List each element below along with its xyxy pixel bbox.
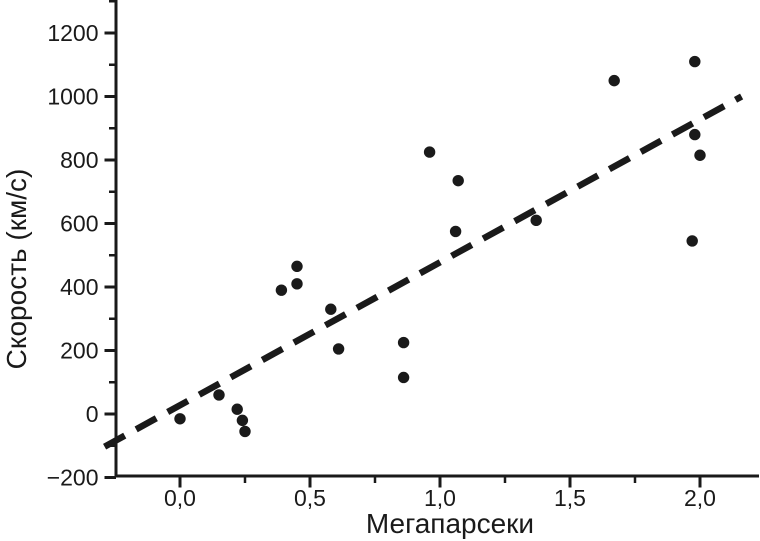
data-point [291, 278, 303, 290]
data-point [397, 336, 410, 349]
y-axis-title: Скорость (км/с) [1, 168, 32, 370]
y-tick-label: 1200 [47, 20, 98, 46]
x-tick-label: 1,5 [554, 485, 586, 511]
data-point [275, 284, 288, 296]
trend-line [103, 93, 744, 450]
data-point [449, 225, 462, 238]
x-tick-label: 2,0 [684, 485, 716, 511]
data-point [231, 403, 243, 415]
data-point [530, 214, 542, 227]
data-point [174, 413, 186, 425]
x-tick-label: 0,0 [164, 485, 196, 511]
data-point [325, 303, 337, 315]
data-point [686, 235, 698, 247]
data-point [608, 74, 620, 87]
y-tick-label: −200 [47, 465, 99, 491]
y-tick-label: 400 [60, 274, 98, 300]
y-tick-label: 0 [86, 401, 99, 427]
data-point [689, 55, 701, 68]
x-tick-label: 1,0 [424, 485, 456, 511]
data-point [239, 425, 251, 438]
data-point [423, 146, 436, 158]
y-tick-label: 200 [60, 338, 98, 364]
data-point [689, 128, 701, 141]
data-point [236, 414, 249, 427]
y-tick-label: 600 [60, 211, 98, 237]
data-point [291, 260, 303, 273]
data-point [452, 174, 464, 187]
x-axis-title: Мегапарсеки [365, 508, 535, 539]
data-point [213, 389, 225, 401]
data-point [332, 343, 345, 355]
data-point [397, 371, 410, 384]
y-tick-label: 1000 [47, 84, 98, 110]
data-point [694, 149, 706, 161]
x-tick-label: 0,5 [294, 485, 326, 511]
y-tick-label: 800 [60, 147, 98, 173]
